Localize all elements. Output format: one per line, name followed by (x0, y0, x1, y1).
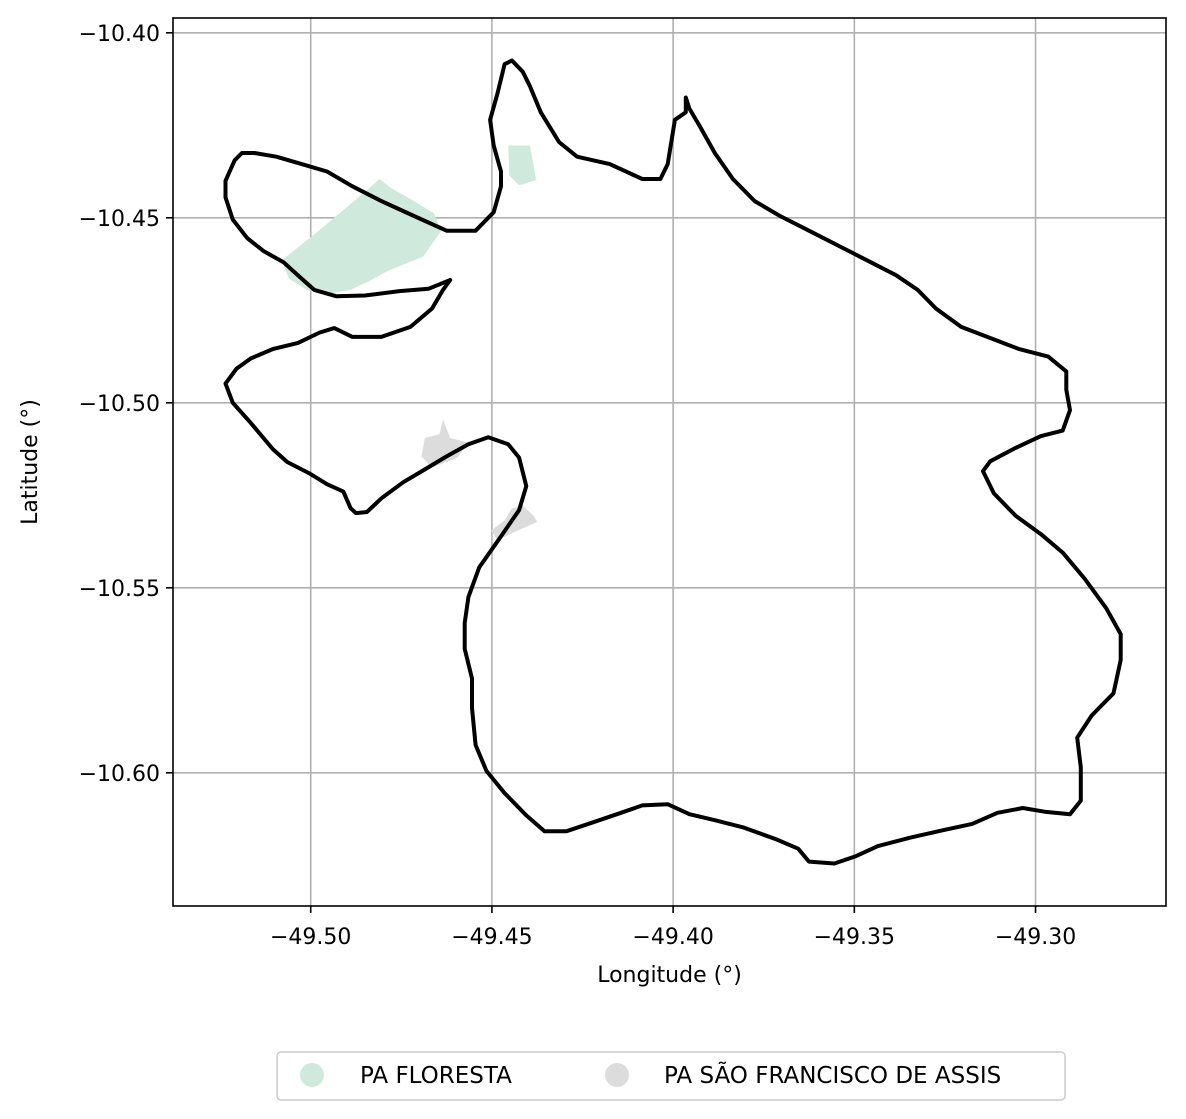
y-tick-label: −10.60 (79, 762, 160, 787)
legend-swatch-pa-floresta (300, 1063, 324, 1087)
area-pa-floresta (281, 179, 442, 294)
x-axis-title: Longitude (°) (597, 963, 742, 988)
area-pa-sao-francisco-de-assis (421, 419, 469, 468)
x-tick-label: −49.40 (632, 925, 713, 950)
project-areas (281, 145, 538, 541)
x-tick-label: −49.35 (814, 925, 895, 950)
x-tick-label: −49.50 (270, 925, 351, 950)
x-tick-label: −49.30 (995, 925, 1076, 950)
y-tick-label: −10.40 (79, 22, 160, 47)
legend-box (276, 1051, 1066, 1101)
legend-label-pa-floresta: PA FLORESTA (360, 1063, 512, 1089)
y-tick-label: −10.45 (79, 207, 160, 232)
area-pa-floresta (508, 145, 537, 186)
y-axis-title: Latitude (°) (18, 399, 43, 525)
y-tick-label: −10.55 (79, 577, 160, 602)
legend-label-pa-sao-francisco-de-assis: PA SÃO FRANCISCO DE ASSIS (664, 1061, 1001, 1089)
legend: PA FLORESTA PA SÃO FRANCISCO DE ASSIS (276, 1051, 1066, 1101)
y-tick-label: −10.50 (79, 392, 160, 417)
plot-frame (172, 17, 1167, 907)
axis-ticks: −49.50 −49.45 −49.40 −49.35 −49.30 −10.40 −10.… (79, 22, 1077, 950)
x-tick-label: −49.45 (451, 925, 532, 950)
boundary-outline (223, 58, 1123, 866)
legend-swatch-pa-sao-francisco-de-assis (605, 1063, 629, 1087)
boundary-line (223, 58, 1123, 866)
